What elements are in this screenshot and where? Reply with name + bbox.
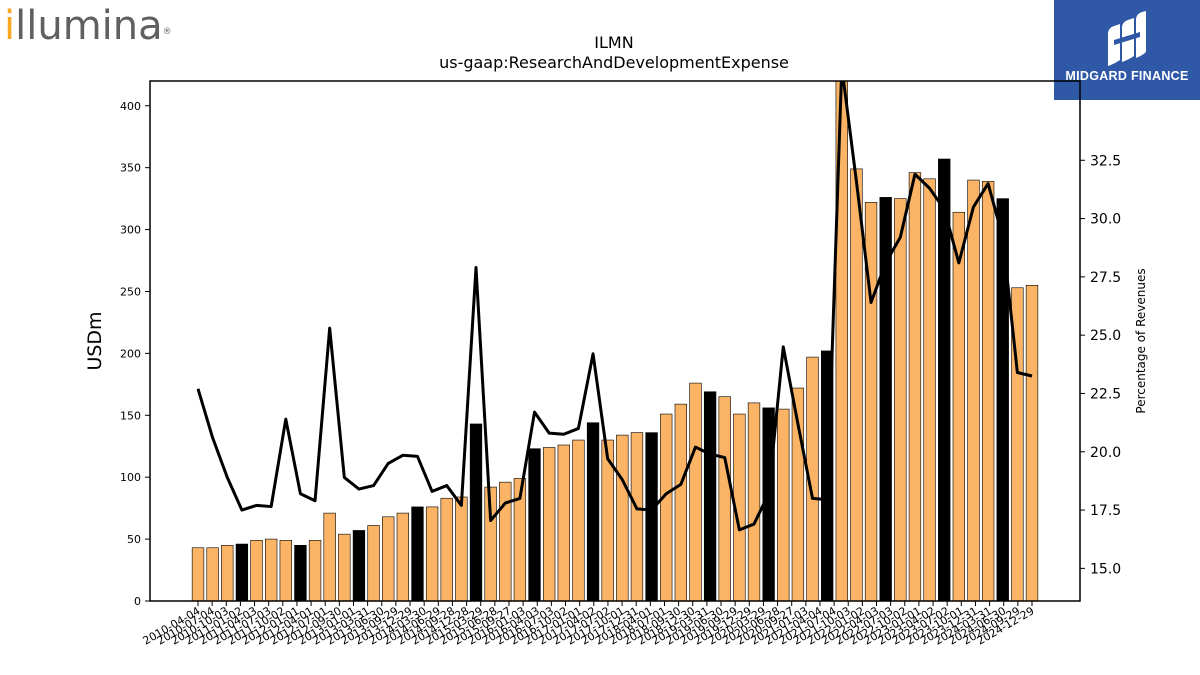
bar-12 bbox=[367, 525, 380, 601]
y-tick-label-6: 300 bbox=[120, 224, 141, 237]
y-tick-label-2: 100 bbox=[120, 471, 141, 484]
y2-tick-label-7: 32.5 bbox=[1090, 153, 1121, 169]
bar-55 bbox=[996, 198, 1009, 601]
bar-46 bbox=[864, 202, 878, 601]
bar-24 bbox=[543, 447, 556, 601]
chart-title: ILMN bbox=[594, 33, 633, 52]
y2-tick-label-3: 22.5 bbox=[1090, 386, 1121, 402]
y2-tick-label-6: 30.0 bbox=[1090, 212, 1121, 228]
bar-42 bbox=[806, 356, 819, 601]
bar-56 bbox=[1011, 287, 1024, 601]
bar-25 bbox=[557, 444, 570, 601]
bar-3 bbox=[235, 543, 249, 601]
bar-30 bbox=[630, 432, 644, 601]
y2-axis-label: Percentage of Revenues bbox=[1134, 268, 1148, 413]
illumina-logo: illumina® bbox=[4, 3, 172, 49]
bar-9 bbox=[323, 512, 336, 601]
bar-17 bbox=[440, 497, 453, 601]
y-tick-label-8: 400 bbox=[120, 100, 141, 113]
y-tick-label-1: 50 bbox=[127, 533, 141, 546]
bar-34 bbox=[689, 382, 702, 601]
bar-33 bbox=[674, 403, 687, 601]
bar-11 bbox=[352, 530, 366, 601]
midgard-mark-icon bbox=[1108, 11, 1146, 66]
revenue-percentage-line bbox=[196, 81, 1033, 532]
y2-tick-label-1: 17.5 bbox=[1090, 503, 1121, 519]
bar-18 bbox=[455, 496, 468, 601]
midgard-finance-wordmark: MIDGARD FINANCE bbox=[1065, 69, 1189, 83]
bar-36 bbox=[718, 396, 731, 601]
bar-27 bbox=[586, 422, 600, 601]
bar-54 bbox=[981, 180, 995, 601]
bar-35 bbox=[703, 391, 717, 601]
y-tick-label-4: 200 bbox=[120, 347, 141, 360]
bar-23 bbox=[528, 448, 541, 601]
bar-0 bbox=[191, 547, 205, 601]
bar-40 bbox=[777, 408, 790, 601]
plot-area: 0 50 100 150 200 250 300 350 400 15.0 17.5 20.0 22.5… bbox=[120, 80, 1121, 648]
bar-49 bbox=[908, 172, 922, 601]
bar-8 bbox=[308, 540, 322, 601]
bar-32 bbox=[660, 413, 673, 601]
bar-4 bbox=[250, 540, 263, 601]
bar-1 bbox=[206, 547, 219, 601]
bar-50 bbox=[923, 178, 936, 601]
bar-45 bbox=[850, 168, 863, 601]
bar-53 bbox=[967, 179, 980, 601]
bar-15 bbox=[411, 506, 424, 601]
bar-5 bbox=[265, 538, 278, 601]
bar-38 bbox=[747, 402, 761, 601]
y-tick-label-7: 350 bbox=[120, 162, 141, 175]
y2-tick-label-2: 20.0 bbox=[1090, 445, 1121, 461]
bar-7 bbox=[294, 544, 307, 601]
bar-52 bbox=[952, 211, 965, 601]
bar-47 bbox=[879, 197, 892, 601]
y-tick-label-5: 250 bbox=[120, 285, 141, 298]
bar-2 bbox=[221, 544, 234, 601]
bar-16 bbox=[425, 506, 439, 601]
y-axis-label: USDm bbox=[84, 311, 106, 370]
y2-tick-label-0: 15.0 bbox=[1090, 561, 1121, 577]
bar-51 bbox=[938, 158, 951, 601]
y-tick-label-0: 0 bbox=[134, 595, 141, 608]
bar-13 bbox=[382, 516, 395, 601]
y2-tick-label-4: 25.0 bbox=[1090, 328, 1121, 344]
bar-20 bbox=[484, 486, 497, 601]
plot-frame bbox=[149, 80, 1081, 602]
bar-57 bbox=[1025, 284, 1039, 601]
bar-44 bbox=[835, 81, 848, 601]
bar-31 bbox=[645, 432, 658, 601]
bar-10 bbox=[338, 533, 351, 601]
y-tick-label-3: 150 bbox=[120, 409, 141, 422]
chart-subtitle: us-gaap:ResearchAndDevelopmentExpense bbox=[439, 53, 789, 72]
bar-19 bbox=[469, 423, 483, 601]
bar-21 bbox=[499, 481, 512, 601]
bar-6 bbox=[279, 540, 292, 601]
bar-26 bbox=[572, 439, 585, 601]
midgard-finance-logo: MIDGARD FINANCE bbox=[1054, 0, 1200, 100]
bar-29 bbox=[616, 434, 629, 601]
bar-48 bbox=[894, 198, 907, 601]
y2-tick-label-5: 27.5 bbox=[1090, 270, 1121, 286]
bar-14 bbox=[396, 512, 409, 601]
